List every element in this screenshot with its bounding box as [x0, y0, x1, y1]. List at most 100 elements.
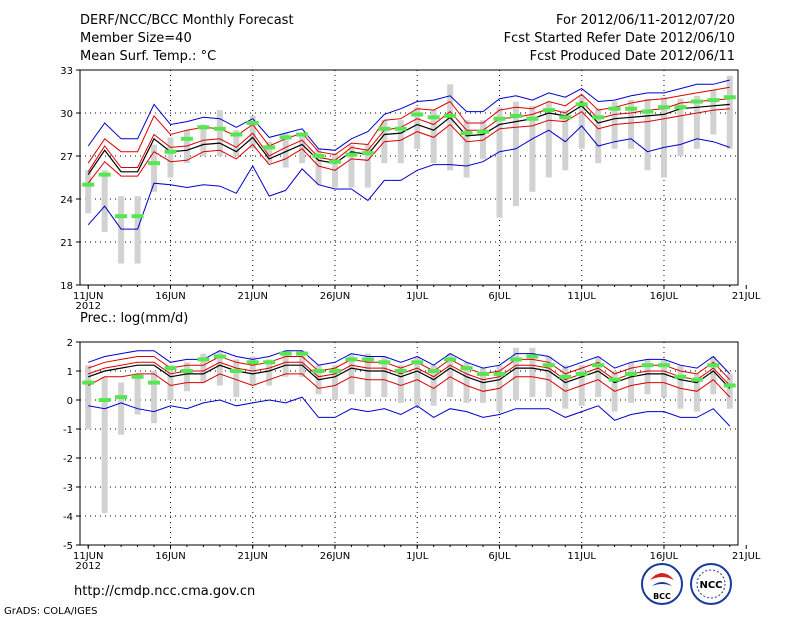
precip-median-line [88, 361, 731, 386]
temp-ytick-label: 24 [60, 195, 73, 206]
temp-obs-mean-mark [164, 149, 177, 154]
precip-obs-mean-mark [707, 363, 720, 368]
precip-obs-mean-mark [575, 371, 588, 376]
precip-obs-mean-mark [526, 354, 539, 359]
precip-obs-mean-mark [263, 360, 276, 365]
precip-obs-mean-mark [148, 380, 161, 385]
precip-spread-box [200, 353, 207, 383]
temp-spread-box [134, 196, 141, 264]
precip-spread-box [118, 382, 125, 435]
temp-obs-mean-mark [723, 95, 736, 100]
temp-spread-box [233, 130, 240, 156]
start-date: Fcst Started Refer Date 2012/06/10 [504, 31, 735, 46]
precip-obs-mean-mark [542, 363, 555, 368]
precip-xtick-label: 21JUN [237, 551, 267, 562]
precip-xtick-label: 21JUL [732, 551, 761, 562]
precip-obs-mean-mark [394, 369, 407, 373]
temp-xtick-label: 11JUL [567, 291, 596, 302]
temp-xtick-label: 26JUN [320, 291, 350, 302]
temp-spread-box [562, 110, 569, 171]
temp-obs-mean-mark [230, 132, 243, 137]
temp-year-label: 2012 [75, 301, 100, 312]
precip-spread-box [381, 356, 388, 398]
temp-obs-mean-mark [378, 126, 391, 131]
precip-obs-mean-mark [230, 369, 243, 373]
precip-spread-box [134, 373, 141, 415]
temp-obs-mean-mark [197, 125, 210, 130]
temp-xtick-label: 6JUL [488, 291, 511, 302]
precip-spread-box [726, 373, 733, 409]
temp-obs-mean-mark [180, 136, 193, 141]
precip-spread-box [266, 359, 273, 386]
temp-obs-mean-mark [641, 109, 654, 114]
precip-year-label: 2012 [75, 561, 100, 572]
temp-obs-mean-mark [690, 99, 703, 104]
temp-xtick-label: 21JUL [732, 291, 761, 302]
precipitation-panel: -5 -4 -3 -2 -1 0 1 2 11JUN 16JUN 21JUN 26JUN 1JUL 6JU… [63, 338, 761, 572]
precip-spread-box [167, 365, 174, 400]
temp-ensemble-mean-line [87, 103, 730, 175]
temp-spread-box [216, 110, 223, 156]
precip-obs-mean-mark [493, 371, 506, 376]
temp-obs-mean-mark [312, 154, 325, 158]
precip-obs-mean-mark [444, 357, 457, 362]
precip-xtick-label: 11JUL [567, 551, 596, 562]
temp-spread-box [249, 115, 256, 149]
temp-obs-mean-mark [625, 106, 638, 111]
precip-obs-mean-mark [723, 383, 736, 388]
temp-spread-box [151, 144, 158, 192]
precip-ensemble-mean-line [88, 364, 731, 389]
precip-obs-mean-mark [460, 366, 473, 371]
temp-spread-box [183, 130, 190, 164]
temp-obs-mean-mark [575, 102, 588, 107]
precip-obs-mean-mark [592, 363, 605, 368]
precip-obs-mean-mark [657, 363, 670, 368]
temp-ytick-label: 18 [60, 281, 73, 292]
temp-plot-frame [79, 69, 739, 286]
variable-label: Mean Surf. Temp.: °C [80, 49, 216, 64]
temp-spread-box [710, 90, 717, 135]
source-url: http://cmdp.ncc.cma.gov.cn [74, 584, 255, 599]
temp-obs-mean-mark [542, 108, 555, 113]
temp-spread-box [693, 95, 700, 149]
precip-ensemble-max-line [88, 350, 731, 375]
temp-median-line [87, 98, 730, 173]
temp-xtick-label: 16JUN [155, 291, 185, 302]
temp-spread-box [101, 170, 108, 232]
temp-ytick-label: 33 [60, 66, 73, 77]
precip-obs-mean-mark [312, 369, 325, 373]
temp-obs-mean-mark [148, 161, 161, 166]
precip-spread-box [183, 362, 190, 392]
precip-ytick-label: -1 [63, 425, 73, 436]
precip-obs-mean-mark [197, 357, 210, 362]
temp-spread-box [167, 137, 174, 178]
precip-xtick-label: 11JUN [73, 551, 103, 562]
precip-spread-box [348, 353, 355, 395]
precip-xtick-label: 16JUL [650, 551, 679, 562]
precip-spread-box [233, 359, 240, 398]
temp-obs-mean-mark [279, 135, 292, 140]
precip-obs-mean-mark [674, 374, 687, 379]
precip-obs-mean-mark [361, 357, 374, 362]
grads-credit: GrADS: COLA/IGES [4, 606, 98, 617]
temp-xtick-label: 21JUN [237, 291, 267, 302]
temp-obs-mean-mark [559, 115, 572, 120]
precip-spread-box [282, 350, 289, 377]
temp-spread-box [545, 101, 552, 178]
ncc-logo-text: NCC [699, 580, 722, 591]
temp-spread-box [496, 107, 503, 218]
temp-spread-box [463, 120, 470, 178]
temp-spread-box [726, 75, 733, 149]
precip-obs-mean-mark [115, 395, 128, 400]
precip-ensemble-min-line [88, 396, 731, 427]
forecast-period: For 2012/06/11-2012/07/20 [556, 13, 735, 28]
precip-xtick-label: 26JUN [320, 551, 350, 562]
precip-spread-box [216, 350, 223, 386]
precip-obs-mean-mark [213, 354, 226, 359]
temp-obs-mean-mark [460, 131, 473, 136]
temp-ensemble-max-line [87, 79, 730, 151]
precip-obs-mean-mark [625, 371, 638, 376]
temp-obs-mean-mark [657, 105, 670, 110]
temp-spread-box [529, 105, 536, 192]
